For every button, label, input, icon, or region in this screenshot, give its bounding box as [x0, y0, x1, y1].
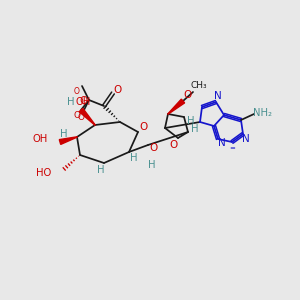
Polygon shape [59, 137, 77, 144]
Text: H: H [97, 165, 105, 175]
Text: OH: OH [75, 97, 91, 107]
Text: H: H [191, 124, 199, 134]
Text: O: O [170, 140, 178, 150]
Polygon shape [79, 108, 95, 125]
Text: H: H [67, 97, 75, 107]
Text: O: O [140, 122, 148, 132]
Text: H: H [148, 160, 156, 170]
Text: NH₂: NH₂ [254, 108, 272, 118]
Text: H: H [187, 116, 195, 126]
Text: O: O [74, 110, 80, 119]
Text: =: = [229, 145, 235, 151]
Text: OH: OH [33, 134, 48, 144]
Text: N: N [218, 138, 226, 148]
Polygon shape [168, 99, 184, 114]
Text: O: O [74, 88, 80, 97]
Text: O: O [114, 85, 122, 95]
Text: N: N [242, 134, 250, 144]
Text: H: H [130, 153, 138, 163]
Text: HO: HO [36, 168, 51, 178]
Text: O: O [184, 90, 192, 100]
Text: O: O [77, 112, 85, 122]
Text: N: N [214, 91, 222, 101]
Text: CH₃: CH₃ [191, 82, 207, 91]
Text: O: O [80, 96, 88, 106]
Text: H: H [60, 129, 68, 139]
Text: O: O [149, 143, 157, 153]
